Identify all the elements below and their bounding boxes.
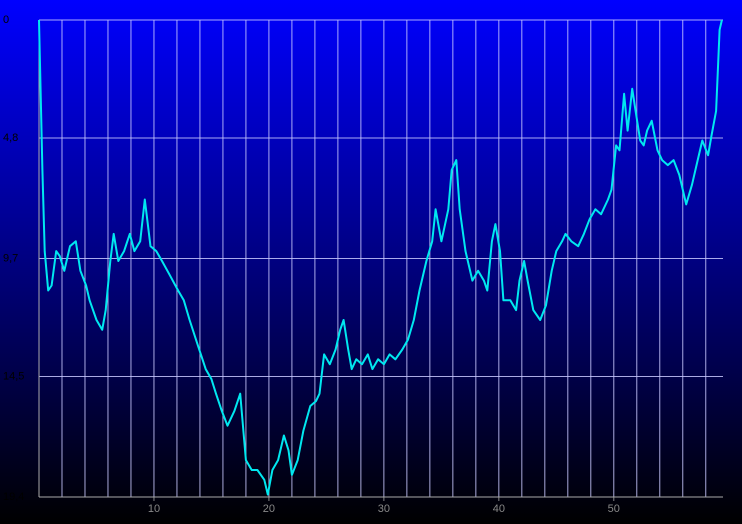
y-tick-label: 19,4 bbox=[3, 491, 24, 503]
x-tick-label: 50 bbox=[608, 503, 620, 515]
y-tick-label: 9,7 bbox=[3, 252, 18, 264]
x-tick-label: 20 bbox=[263, 503, 275, 515]
y-tick-label: 0 bbox=[3, 14, 9, 26]
depth-line bbox=[38, 19, 723, 496]
x-tick-label: 10 bbox=[148, 503, 160, 515]
y-tick-label: 14,5 bbox=[3, 370, 24, 382]
x-tick-label: 40 bbox=[493, 503, 505, 515]
y-tick-label: 4,8 bbox=[3, 132, 18, 144]
x-tick-label: 30 bbox=[378, 503, 390, 515]
